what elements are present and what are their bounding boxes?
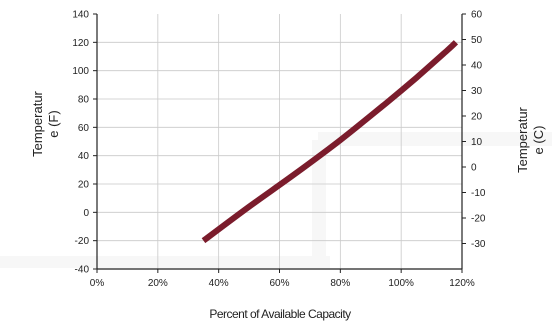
x-tick-label: 0% bbox=[90, 278, 105, 289]
left-y-tick-label: -20 bbox=[75, 236, 90, 247]
left-y-tick-label: 100 bbox=[72, 66, 89, 77]
right-y-tick-label: -10 bbox=[471, 188, 486, 199]
left-y-tick-label: 140 bbox=[72, 10, 89, 21]
x-tick-label: 80% bbox=[330, 278, 350, 289]
right-y-tick-label: 20 bbox=[471, 112, 483, 123]
left-y-tick-label: 60 bbox=[78, 123, 90, 134]
x-axis-title: Percent of Available Capacity bbox=[209, 307, 351, 321]
right-axis-title-line-2: e (C) bbox=[531, 126, 546, 155]
left-y-tick-label: -40 bbox=[75, 265, 90, 276]
right-y-tick-label: 40 bbox=[471, 61, 483, 72]
left-y-tick-label: 80 bbox=[78, 95, 90, 106]
grid bbox=[97, 14, 462, 269]
right-y-tick-label: 0 bbox=[471, 163, 477, 174]
x-tick-label: 100% bbox=[388, 278, 414, 289]
right-axis-title-line-1: Temperatur bbox=[515, 106, 530, 172]
left-y-tick-label: 40 bbox=[78, 151, 90, 162]
right-y-tick-label: -20 bbox=[471, 214, 486, 225]
temperature-capacity-curve bbox=[201, 40, 459, 244]
x-tick-label: 40% bbox=[209, 278, 229, 289]
right-y-tick-label: -30 bbox=[471, 239, 486, 250]
right-y-tick-label: 30 bbox=[471, 86, 483, 97]
left-y-tick-label: 120 bbox=[72, 38, 89, 49]
x-tick-label: 60% bbox=[269, 278, 289, 289]
right-y-tick-label: 10 bbox=[471, 137, 483, 148]
tick-labels: 0% 20% 40% 60% 80% 100% 120%140120100806040200… bbox=[72, 10, 486, 290]
axes bbox=[93, 13, 466, 273]
right-y-tick-label: 50 bbox=[471, 35, 483, 46]
left-axis-title-line-2: e (F) bbox=[46, 110, 61, 137]
left-y-tick-label: 0 bbox=[83, 208, 89, 219]
background-watermark bbox=[0, 132, 552, 268]
right-y-tick-label: 60 bbox=[471, 10, 483, 21]
left-axis-title-line-1: Temperatur bbox=[30, 90, 45, 156]
x-tick-label: 20% bbox=[148, 278, 168, 289]
left-y-tick-label: 20 bbox=[78, 180, 90, 191]
x-tick-label: 120% bbox=[449, 278, 475, 289]
series-layer bbox=[201, 40, 459, 244]
